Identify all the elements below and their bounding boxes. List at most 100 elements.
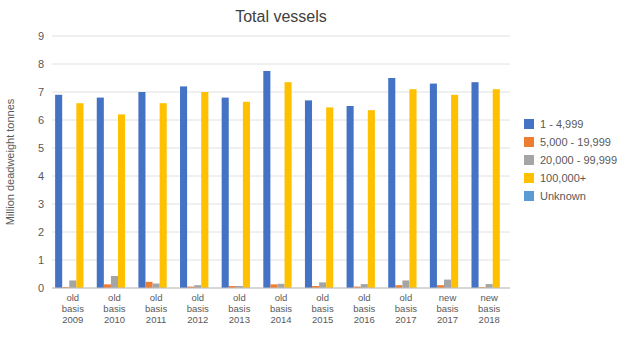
bar: [145, 282, 152, 288]
series: [69, 276, 492, 288]
x-tick-label-line: new: [480, 292, 498, 303]
bar: [430, 84, 437, 288]
x-tick-label: oldbasis2017: [395, 292, 417, 325]
x-tick-label: newbasis2017: [436, 292, 458, 325]
bar: [153, 284, 160, 288]
bar: [402, 280, 409, 288]
x-tick-label-line: basis: [312, 303, 334, 314]
bar: [277, 284, 284, 288]
x-tick-label: oldbasis2016: [353, 292, 375, 325]
bar: [368, 110, 375, 288]
x-tick-label-line: 2015: [312, 314, 333, 325]
bar: [270, 284, 277, 288]
legend-label: 5,000 - 19,999: [540, 136, 611, 148]
bar: [180, 86, 187, 288]
y-tick-label: 4: [38, 170, 44, 182]
grid: [52, 36, 510, 288]
legend-swatch: [524, 137, 534, 147]
bar: [361, 284, 368, 288]
x-tick-label-line: basis: [436, 303, 458, 314]
bar: [55, 95, 62, 288]
legend: 1 - 4,999 5,000 - 19,999 20,000 - 99,999 10…: [524, 118, 617, 202]
y-tick-label: 7: [38, 86, 44, 98]
bar: [409, 89, 416, 288]
bars: [55, 71, 500, 288]
x-tick-label-line: 2016: [354, 314, 375, 325]
x-tick-label-line: old: [108, 292, 121, 303]
bar: [76, 103, 83, 288]
y-tick-label: 8: [38, 58, 44, 70]
x-tick-label: oldbasis2009: [62, 292, 84, 325]
x-tick-label: oldbasis2014: [270, 292, 292, 325]
bar: [285, 82, 292, 288]
bar: [451, 95, 458, 288]
y-axis-label: Million deadweight tonnes: [4, 98, 16, 225]
x-tick-label-line: 2012: [187, 314, 208, 325]
legend-label: 20,000 - 99,999: [540, 154, 617, 166]
bar: [388, 78, 395, 288]
x-tick-label-line: 2010: [104, 314, 125, 325]
bar: [471, 82, 478, 288]
bar: [104, 284, 111, 288]
y-tick-label: 5: [38, 142, 44, 154]
legend-label: Unknown: [540, 190, 586, 202]
x-axis-line: [52, 288, 510, 289]
legend-swatch: [524, 173, 534, 183]
series: [55, 71, 478, 288]
y-tick-label: 1: [38, 254, 44, 266]
x-tick-label-line: 2013: [229, 314, 250, 325]
x-tick-label-line: basis: [353, 303, 375, 314]
bar: [201, 92, 208, 288]
bar: [69, 280, 76, 288]
x-tick-label: oldbasis2011: [145, 292, 167, 325]
legend-swatch: [524, 191, 534, 201]
y-tick-label: 0: [38, 282, 44, 294]
x-tick-label-line: old: [275, 292, 288, 303]
bar: [118, 114, 125, 288]
bar: [138, 92, 145, 288]
bar: [243, 102, 250, 288]
title: Total vessels: [235, 8, 327, 25]
bar: [263, 71, 270, 288]
x-tick-label-line: basis: [478, 303, 500, 314]
x-tick-label-line: old: [233, 292, 246, 303]
x-tick-label-line: 2017: [395, 314, 416, 325]
bar: [305, 100, 312, 288]
bar: [111, 276, 118, 288]
bar: [347, 106, 354, 288]
x-tick-label: oldbasis2010: [103, 292, 125, 325]
x-tick-label-line: new: [439, 292, 457, 303]
bar: [493, 89, 500, 288]
x-tick-label-line: old: [191, 292, 204, 303]
y-tick-label: 2: [38, 226, 44, 238]
bar: [444, 280, 451, 288]
bar: [486, 284, 493, 288]
grid-line: [52, 36, 510, 37]
bar: [326, 107, 333, 288]
grid-line: [52, 92, 510, 93]
bar: [97, 98, 104, 288]
chart: Total vessels Million deadweight tonnes 0 1…: [0, 0, 638, 346]
series: [62, 282, 485, 288]
bar: [319, 282, 326, 288]
x-tick-label: newbasis2018: [478, 292, 500, 325]
grid-line: [52, 64, 510, 65]
x-tick-label-line: old: [66, 292, 79, 303]
x-tick-label-line: basis: [62, 303, 84, 314]
x-tick-label-line: 2018: [479, 314, 500, 325]
x-tick-label-line: old: [316, 292, 329, 303]
bar: [222, 98, 229, 288]
x-tick-label-line: basis: [395, 303, 417, 314]
y-tick-label: 6: [38, 114, 44, 126]
x-tick-label: oldbasis2013: [228, 292, 250, 325]
x-tick-label-line: old: [400, 292, 413, 303]
x-tick-label: oldbasis2015: [312, 292, 334, 325]
x-tick-label-line: old: [150, 292, 163, 303]
x-tick-label-line: basis: [103, 303, 125, 314]
x-tick-label-line: basis: [187, 303, 209, 314]
grid-line: [52, 288, 510, 289]
x-tick-label-line: basis: [145, 303, 167, 314]
legend-label: 100,000+: [540, 172, 586, 184]
legend-label: 1 - 4,999: [540, 118, 583, 130]
series: [76, 82, 499, 288]
